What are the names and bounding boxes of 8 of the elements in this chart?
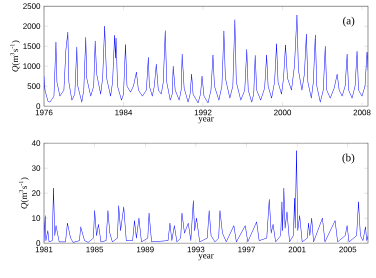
x-axis-title: year [198, 117, 214, 124]
line-series [44, 150, 368, 243]
x-axis-title: year [198, 254, 214, 260]
y-axis-title: Q(m$^{3}$s$^{-1}$) [19, 178, 29, 209]
annotation: (b) [342, 154, 354, 164]
line-series [44, 14, 368, 104]
y-axis-title: Q(m$^{3}$s$^{-1}$) [10, 40, 20, 72]
annotation: (a) [343, 16, 354, 27]
